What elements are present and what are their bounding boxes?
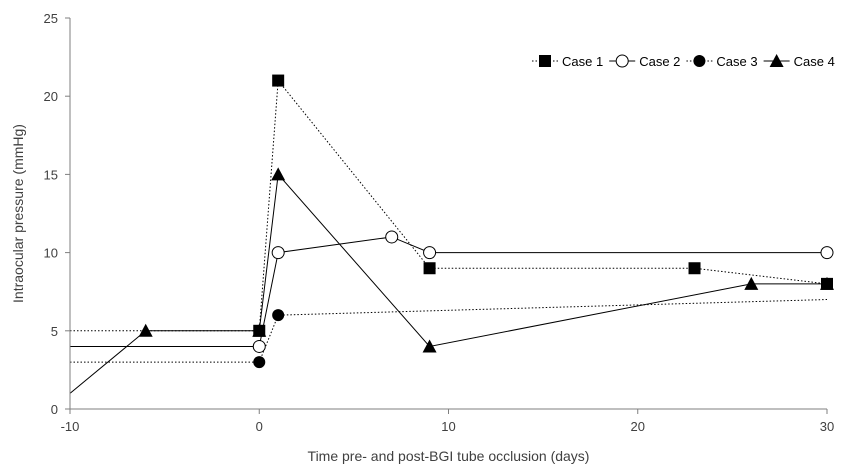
axes: [69, 18, 827, 410]
legend-label-case-3: Case 3: [716, 54, 757, 69]
x-tick-label-30: 30: [820, 419, 834, 434]
y-tick-label-5: 5: [51, 324, 58, 339]
case-1-line: [70, 79, 828, 332]
x-axis-title: Time pre- and post-BGI tube occlusion (d…: [308, 448, 590, 464]
case-2-point-3: [385, 230, 399, 244]
case-3-point-2: [272, 309, 285, 322]
case-4-point-6: [820, 276, 834, 290]
legend-label-case-4: Case 4: [794, 54, 835, 69]
x-tick-label-10: 10: [441, 419, 455, 434]
case-1-point-4: [688, 262, 701, 275]
case-1-point-3: [423, 262, 436, 275]
y-tick-label-15: 15: [44, 167, 58, 182]
y-tick-label-20: 20: [44, 89, 58, 104]
x-tick-label-0: 0: [256, 419, 263, 434]
case-2-point-2: [271, 246, 285, 260]
case-2-line: [70, 236, 827, 347]
case-3-point-1: [253, 356, 266, 369]
case-1-point-2: [272, 74, 285, 87]
markers: [138, 74, 834, 369]
legend-marker-case-3: [693, 55, 706, 67]
x-tick-label-20: 20: [631, 419, 645, 434]
y-ticks: 0 5 10 15 20 25: [44, 11, 70, 417]
case-4-point-3: [271, 167, 286, 181]
case-2-point-1: [252, 339, 266, 353]
case-2-point-4: [423, 246, 437, 260]
y-tick-label-0: 0: [51, 402, 58, 417]
case-4-point-1: [138, 323, 153, 337]
legend-marker-case-1: [539, 55, 551, 67]
y-tick-label-10: 10: [44, 246, 58, 261]
case-3-line: [70, 299, 828, 363]
y-tick-label-25: 25: [44, 11, 58, 26]
legend: Case 1 Case 2 Case 3 Case 4: [532, 54, 835, 69]
case-4-point-2: [252, 323, 267, 337]
x-tick-label-neg10: -10: [61, 419, 80, 434]
plot-lines: [69, 79, 828, 394]
case-2-point-5: [820, 246, 834, 260]
case-4-point-5: [744, 276, 759, 290]
case-4-point-4: [422, 339, 437, 353]
legend-marker-case-2: [615, 54, 629, 68]
legend-marker-case-4: [769, 54, 784, 67]
y-axis-title: Intraocular pressure (mmHg): [10, 124, 26, 303]
case-4-line: [69, 173, 827, 394]
x-ticks: -10 0 10 20 30: [61, 409, 834, 434]
legend-label-case-1: Case 1: [562, 54, 603, 69]
legend-label-case-2: Case 2: [639, 54, 680, 69]
